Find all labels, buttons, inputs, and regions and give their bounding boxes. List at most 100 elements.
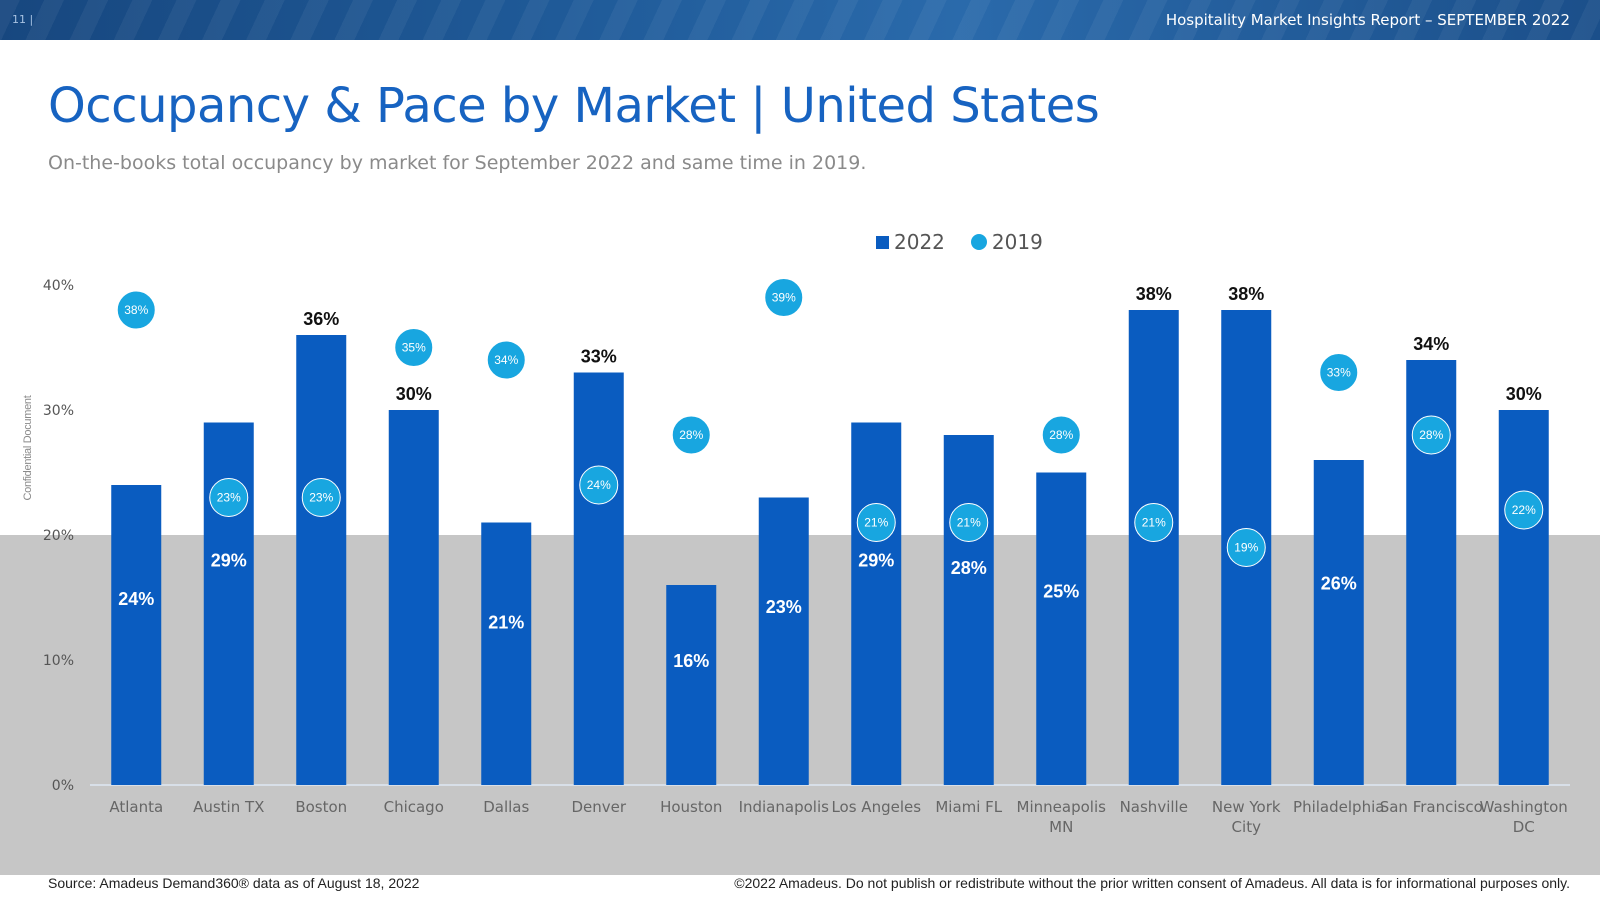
- bar-2022: [203, 422, 254, 785]
- legend-label-2022: 2022: [894, 230, 945, 254]
- marker-label-2019: 24%: [587, 478, 611, 492]
- marker-label-2019: 21%: [1142, 516, 1166, 530]
- legend-item-2022: 2022: [876, 230, 945, 254]
- x-tick-label: Indianapolis: [739, 798, 830, 816]
- marker-label-2019: 38%: [124, 303, 148, 317]
- marker-2019: [394, 328, 434, 367]
- legend-circle-icon: [970, 234, 987, 250]
- marker-2019: [764, 278, 804, 317]
- bar-label-2022: 34%: [1413, 334, 1449, 354]
- source-note: Source: Amadeus Demand360® data as of Au…: [48, 875, 420, 891]
- marker-label-2019: 23%: [217, 491, 241, 505]
- marker-2019: [1134, 503, 1174, 542]
- x-tick-label: Houston: [660, 798, 722, 816]
- marker-label-2019: 34%: [494, 353, 518, 367]
- header-bar: [0, 0, 1600, 40]
- marker-label-2019: 28%: [1419, 428, 1443, 442]
- marker-2019: [1319, 353, 1359, 392]
- page-title: Occupancy & Pace by Market | United Stat…: [48, 78, 1100, 134]
- y-tick-label: 10%: [43, 653, 74, 669]
- page-subtitle: On-the-books total occupancy by market f…: [48, 152, 867, 174]
- bar-label-2022: 29%: [211, 550, 247, 570]
- x-tick-label: Atlanta: [109, 798, 163, 816]
- bar-label-2022: 38%: [1136, 284, 1172, 304]
- bar-2022: [111, 485, 162, 785]
- bar-label-2022: 21%: [488, 612, 524, 632]
- bar-2022: [1128, 310, 1179, 785]
- bar-2022: [943, 435, 994, 785]
- legend-label-2019: 2019: [991, 230, 1043, 254]
- bar-2022: [758, 497, 809, 785]
- marker-label-2019: 39%: [772, 291, 796, 305]
- bar-2022: [851, 422, 902, 785]
- x-tick-label: Nashville: [1120, 798, 1188, 816]
- bar-label-2022: 30%: [1506, 384, 1542, 404]
- bar-label-2022: 36%: [303, 309, 339, 329]
- x-tick-label: Denver: [571, 798, 626, 816]
- y-tick-label: 0%: [52, 778, 74, 794]
- legend-item-2019: 2019: [970, 230, 1043, 254]
- bar-2022: [1036, 472, 1087, 785]
- bar-label-2022: 26%: [1321, 574, 1357, 594]
- marker-label-2019: 33%: [1327, 366, 1351, 380]
- bar-2022: [573, 372, 624, 785]
- x-tick-label: Boston: [295, 798, 347, 816]
- marker-2019: [301, 478, 341, 517]
- x-tick-label: San Francisco: [1380, 798, 1483, 816]
- bar-label-2022: 29%: [858, 550, 894, 570]
- marker-2019: [1504, 490, 1544, 530]
- legend-square-icon: [876, 235, 889, 249]
- x-tick-label: Miami FL: [935, 798, 1002, 816]
- bar-2022: [296, 335, 347, 785]
- marker-2019: [1226, 528, 1266, 567]
- bar-label-2022: 24%: [118, 589, 154, 609]
- x-tick-label: DC: [1513, 818, 1535, 836]
- bar-label-2022: 23%: [766, 597, 802, 617]
- copyright-note: ©2022 Amadeus. Do not publish or redistr…: [734, 875, 1570, 891]
- y-tick-label: 20%: [43, 528, 74, 544]
- chart-legend: 2022 2019: [876, 230, 1069, 254]
- marker-label-2019: 28%: [679, 428, 703, 442]
- x-tick-label: Dallas: [483, 798, 529, 816]
- x-tick-label: New York: [1212, 798, 1281, 816]
- marker-2019: [671, 415, 711, 455]
- y-tick-label: 30%: [43, 403, 74, 419]
- report-title: Hospitality Market Insights Report – SEP…: [1165, 11, 1570, 29]
- marker-label-2019: 22%: [1512, 503, 1536, 517]
- bar-label-2022: 28%: [951, 558, 987, 578]
- x-tick-label: Los Angeles: [831, 798, 921, 816]
- marker-2019: [116, 290, 156, 330]
- bar-2022: [481, 522, 532, 785]
- bar-label-2022: 16%: [673, 651, 709, 671]
- marker-2019: [1411, 415, 1451, 455]
- marker-label-2019: 21%: [957, 516, 981, 530]
- bar-2022: [1313, 460, 1364, 785]
- bar-label-2022: 33%: [581, 347, 617, 367]
- marker-label-2019: 19%: [1234, 541, 1258, 555]
- x-tick-label: Washington: [1480, 798, 1568, 816]
- bar-label-2022: 25%: [1043, 581, 1079, 601]
- marker-label-2019: 23%: [309, 491, 333, 505]
- marker-2019: [209, 478, 249, 517]
- marker-2019: [579, 465, 619, 505]
- bar-2022: [388, 410, 439, 785]
- x-tick-label: Chicago: [384, 798, 444, 816]
- x-tick-label: MN: [1049, 818, 1073, 836]
- marker-2019: [949, 503, 989, 542]
- x-tick-label: Austin TX: [193, 798, 264, 816]
- marker-2019: [486, 340, 526, 380]
- page-number: 11 |: [12, 13, 34, 26]
- x-tick-label: Philadelphia: [1293, 798, 1384, 816]
- bar-2022: [666, 585, 717, 785]
- bar-label-2022: 38%: [1228, 284, 1264, 304]
- y-tick-label: 40%: [43, 278, 74, 294]
- marker-label-2019: 21%: [864, 516, 888, 530]
- marker-label-2019: 28%: [1049, 428, 1073, 442]
- marker-2019: [856, 503, 896, 542]
- bar-label-2022: 30%: [396, 384, 432, 404]
- marker-label-2019: 35%: [402, 341, 426, 355]
- bar-2022: [1498, 410, 1549, 785]
- marker-2019: [1041, 415, 1081, 455]
- x-tick-label: City: [1232, 818, 1262, 836]
